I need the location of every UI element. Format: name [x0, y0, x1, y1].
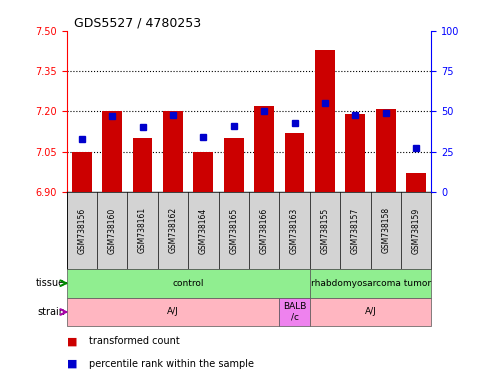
Text: tissue: tissue	[36, 278, 65, 288]
Text: GSM738165: GSM738165	[229, 207, 238, 253]
Bar	[310, 298, 431, 326]
Text: GSM738163: GSM738163	[290, 207, 299, 253]
Bar	[315, 50, 335, 192]
Text: rhabdomyosarcoma tumor: rhabdomyosarcoma tumor	[311, 279, 430, 288]
Bar	[133, 138, 152, 192]
Bar	[310, 269, 431, 298]
Text: GSM738158: GSM738158	[381, 207, 390, 253]
Text: GSM738160: GSM738160	[107, 207, 117, 253]
Bar	[376, 109, 396, 192]
Bar	[67, 269, 310, 298]
Text: GSM738159: GSM738159	[412, 207, 421, 253]
Bar	[224, 138, 244, 192]
Text: GSM738164: GSM738164	[199, 207, 208, 253]
Text: transformed count: transformed count	[89, 336, 179, 346]
Bar	[254, 106, 274, 192]
Text: GSM738157: GSM738157	[351, 207, 360, 253]
Text: percentile rank within the sample: percentile rank within the sample	[89, 359, 254, 369]
Text: ■: ■	[67, 336, 77, 346]
Bar	[346, 114, 365, 192]
Bar	[193, 152, 213, 192]
Text: control: control	[173, 279, 204, 288]
Text: A/J: A/J	[167, 308, 179, 316]
Text: A/J: A/J	[365, 308, 377, 316]
Bar	[67, 298, 280, 326]
Bar	[406, 173, 426, 192]
Text: GSM738156: GSM738156	[77, 207, 86, 253]
Text: strain: strain	[37, 307, 65, 317]
Bar	[163, 111, 183, 192]
Text: ■: ■	[67, 359, 77, 369]
Bar	[102, 111, 122, 192]
Bar	[284, 133, 305, 192]
Text: BALB
/c: BALB /c	[283, 302, 306, 322]
Text: GSM738162: GSM738162	[169, 207, 177, 253]
Text: GSM738161: GSM738161	[138, 207, 147, 253]
Text: GSM738166: GSM738166	[260, 207, 269, 253]
Text: GSM738155: GSM738155	[320, 207, 329, 253]
Bar	[280, 298, 310, 326]
Bar	[72, 152, 92, 192]
Text: GDS5527 / 4780253: GDS5527 / 4780253	[74, 17, 201, 30]
